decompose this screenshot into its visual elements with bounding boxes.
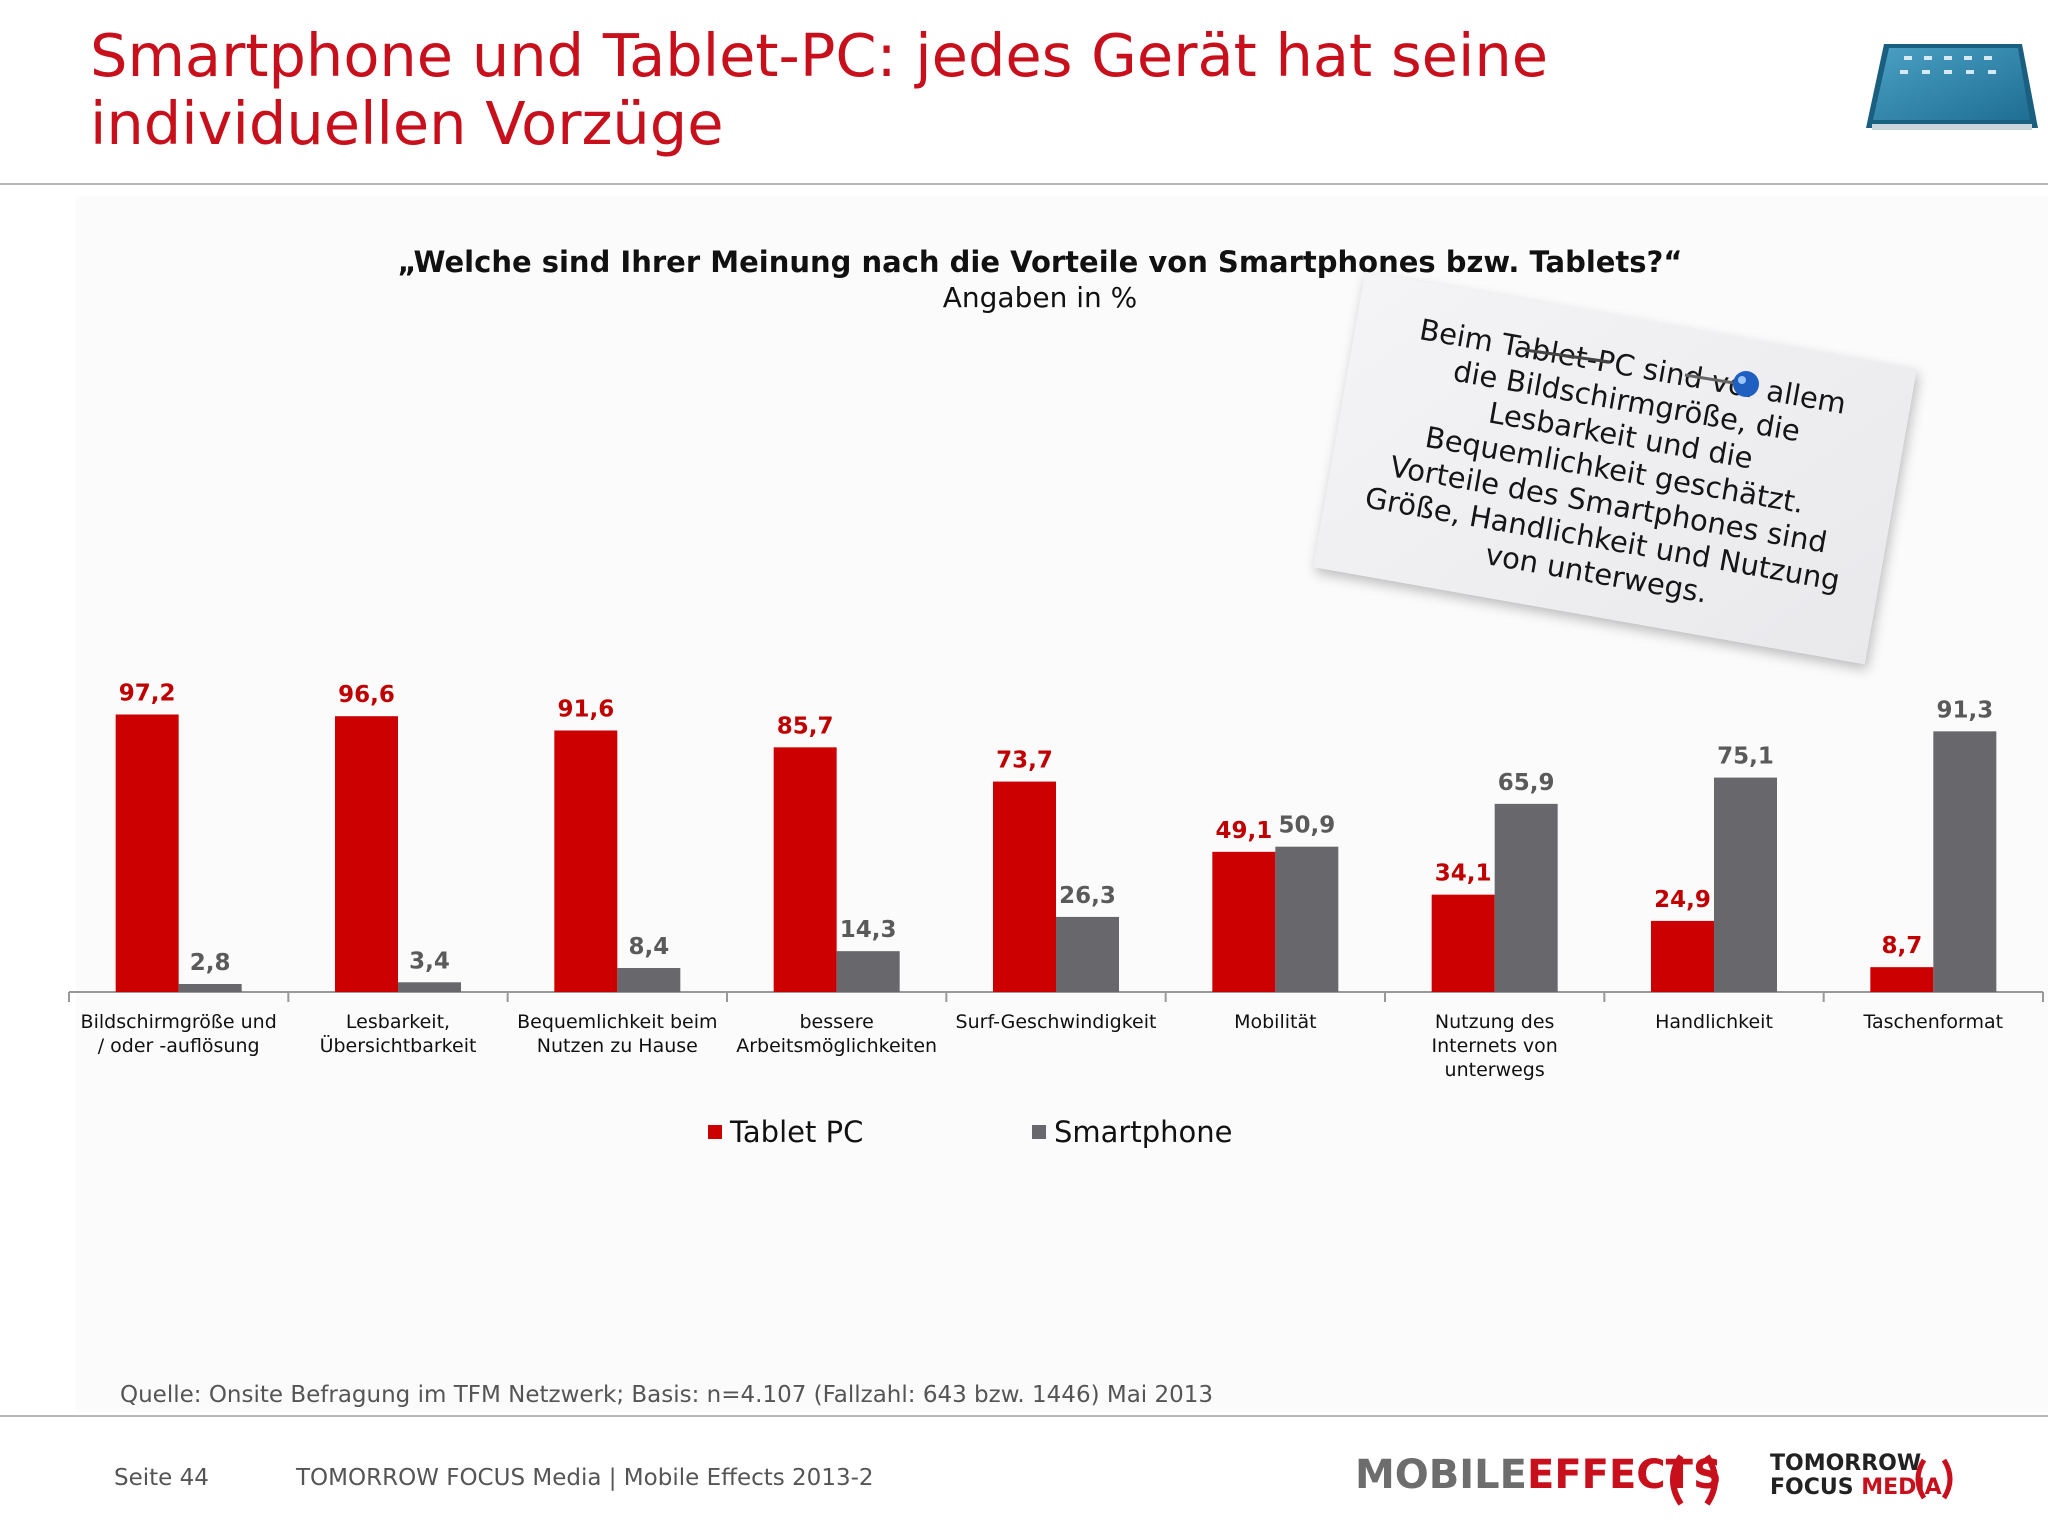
page-number: Seite 44 xyxy=(114,1465,209,1491)
legend-swatch-smartphone xyxy=(1032,1125,1046,1139)
data-label-tablet: 49,1 xyxy=(1215,818,1272,844)
x-tick-label: Mobilität xyxy=(1234,1011,1316,1033)
x-tick-label: Lesbarkeit, xyxy=(346,1011,450,1033)
page-title: Smartphone und Tablet-PC: jedes Gerät ha… xyxy=(90,22,1790,158)
chart-subtitle: Angaben in % xyxy=(942,281,1138,314)
bar-tablet xyxy=(115,714,179,992)
bar-tablet xyxy=(335,716,398,992)
data-label-smartphone: 26,3 xyxy=(1059,883,1116,909)
bar-smartphone xyxy=(1494,803,1558,992)
bar-smartphone xyxy=(1714,777,1777,992)
data-label-smartphone: 65,9 xyxy=(1498,770,1555,796)
tablet-image-icon xyxy=(1866,44,2038,130)
bar-tablet xyxy=(1431,894,1495,992)
data-label-tablet: 85,7 xyxy=(777,713,834,739)
data-label-smartphone: 8,4 xyxy=(628,934,669,960)
legend-swatch-tablet xyxy=(708,1125,722,1139)
title-line-2: individuellen Vorzüge xyxy=(90,89,724,158)
legend-label-tablet: Tablet PC xyxy=(730,1115,864,1149)
bar-smartphone xyxy=(836,951,900,992)
x-tick-label: Arbeitsmöglichkeiten xyxy=(736,1035,937,1057)
data-label-smartphone: 14,3 xyxy=(840,917,897,943)
bar-tablet xyxy=(554,730,618,992)
data-label-tablet: 97,2 xyxy=(119,680,176,706)
data-label-tablet: 34,1 xyxy=(1435,861,1492,887)
tomorrow-focus-media-logo: TOMORROW FOCUS MEDIA xyxy=(1770,1451,1942,1500)
bar-smartphone xyxy=(1275,846,1339,992)
data-label-smartphone: 50,9 xyxy=(1278,813,1335,839)
title-line-1: Smartphone und Tablet-PC: jedes Gerät ha… xyxy=(90,21,1549,90)
data-label-smartphone: 3,4 xyxy=(409,948,450,974)
x-tick-label: Surf-Geschwindigkeit xyxy=(956,1011,1157,1033)
data-label-tablet: 96,6 xyxy=(338,682,395,708)
data-label-tablet: 91,6 xyxy=(557,696,614,722)
x-tick-label: Nutzung des xyxy=(1435,1011,1555,1033)
x-tick-label: / oder -auflösung xyxy=(98,1035,260,1057)
bar-tablet xyxy=(993,781,1056,992)
bar-smartphone xyxy=(398,982,461,992)
header-divider xyxy=(0,183,2048,185)
logo-parenthesis-icon xyxy=(1670,1454,1718,1506)
data-label-tablet: 24,9 xyxy=(1654,887,1711,913)
x-tick-label: Bildschirmgröße und xyxy=(81,1011,277,1033)
x-tick-label: Internets von xyxy=(1432,1035,1558,1057)
x-tick-label: Taschenformat xyxy=(1863,1011,2004,1033)
x-tick-label: Nutzen zu Hause xyxy=(537,1035,698,1057)
footer-divider xyxy=(0,1415,2048,1417)
bar-tablet xyxy=(1651,920,1714,992)
x-tick-label: unterwegs xyxy=(1445,1059,1545,1081)
logo-parenthesis-small-icon xyxy=(1915,1458,1953,1500)
bar-tablet xyxy=(1212,851,1276,992)
bar-smartphone xyxy=(1056,916,1119,992)
x-tick-label: Handlichkeit xyxy=(1655,1011,1773,1033)
data-label-tablet: 8,7 xyxy=(1881,933,1922,959)
legend-item-smartphone: Smartphone xyxy=(1032,1115,1232,1149)
x-tick-label: Übersichtbarkeit xyxy=(320,1034,477,1057)
data-label-smartphone: 91,3 xyxy=(1936,697,1993,723)
data-label-tablet: 73,7 xyxy=(996,748,1053,774)
bar-tablet xyxy=(1870,967,1934,992)
bar-smartphone xyxy=(178,984,242,992)
source-note: Quelle: Onsite Befragung im TFM Netzwerk… xyxy=(120,1382,1214,1408)
footer-company: TOMORROW FOCUS Media | Mobile Effects 20… xyxy=(296,1465,874,1491)
chart-title: „Welche sind Ihrer Meinung nach die Vort… xyxy=(397,245,1683,279)
data-label-smartphone: 2,8 xyxy=(190,950,231,976)
bar-smartphone xyxy=(617,968,681,992)
x-tick-label: bessere xyxy=(800,1011,874,1033)
mobile-effects-logo: MOBILEEFFECTS xyxy=(1355,1452,1722,1498)
bar-chart: 97,2 2,8 Bildschirmgröße und/ oder -auflös… xyxy=(68,680,2044,1081)
legend-label-smartphone: Smartphone xyxy=(1054,1115,1233,1149)
data-label-smartphone: 75,1 xyxy=(1717,744,1774,770)
legend-item-tablet: Tablet PC xyxy=(708,1115,863,1149)
bar-tablet xyxy=(773,747,837,992)
x-tick-label: Bequemlichkeit beim xyxy=(517,1011,717,1033)
bar-smartphone xyxy=(1933,731,1997,992)
pushpin-icon xyxy=(1524,348,1759,397)
